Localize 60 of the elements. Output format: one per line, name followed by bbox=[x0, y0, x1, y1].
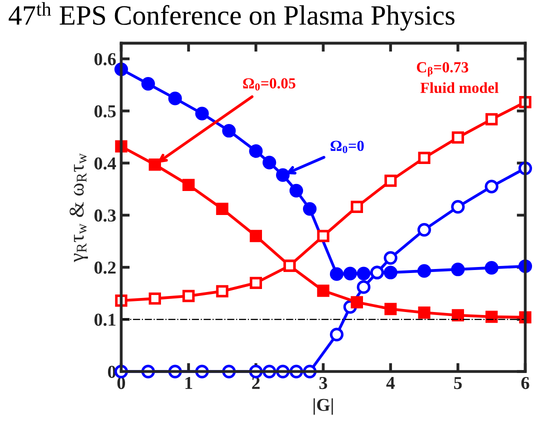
point bbox=[330, 328, 344, 342]
point bbox=[485, 310, 498, 323]
point bbox=[417, 264, 432, 278]
point bbox=[182, 290, 195, 302]
point bbox=[343, 266, 357, 280]
annotation: Fluid model bbox=[420, 82, 498, 94]
point bbox=[216, 202, 228, 216]
x-axis-title: |G| bbox=[314, 398, 333, 415]
point bbox=[350, 296, 364, 308]
x-tick-label: 3 bbox=[319, 376, 328, 390]
point bbox=[384, 251, 398, 265]
point bbox=[249, 144, 263, 158]
point bbox=[250, 230, 262, 242]
point bbox=[417, 222, 432, 237]
annotation: C$_{β}$=0.73 bbox=[416, 62, 468, 77]
y-tick-label: 0.1 bbox=[94, 314, 116, 326]
text: 47$^{th}$ EPS Conference on Plasma Physics bbox=[8, 2, 454, 31]
annotation: Ω$_{0}$=0.05 bbox=[243, 78, 296, 91]
point bbox=[350, 200, 364, 213]
x-tick-label: 5 bbox=[454, 377, 462, 390]
point bbox=[222, 124, 236, 138]
annotation: Ω$_{0}$=0 bbox=[330, 140, 364, 154]
y-tick-label: 0.4 bbox=[94, 157, 116, 170]
point bbox=[452, 309, 464, 322]
x-tick-label: 6 bbox=[521, 376, 530, 390]
point bbox=[452, 131, 464, 144]
point bbox=[384, 302, 397, 316]
point bbox=[451, 200, 465, 214]
point bbox=[418, 306, 430, 319]
point bbox=[317, 230, 330, 242]
point bbox=[216, 285, 228, 298]
point bbox=[418, 152, 430, 164]
point bbox=[168, 92, 182, 106]
point bbox=[384, 174, 397, 187]
y-axis-title: γ$_{R}$τ$_{w}$ & ω$_{R}$τ$_{w}$ bbox=[70, 153, 88, 262]
point bbox=[302, 202, 317, 216]
x-tick-label: 4 bbox=[386, 377, 395, 389]
point bbox=[484, 180, 498, 194]
point bbox=[276, 168, 290, 182]
point bbox=[289, 184, 304, 198]
point bbox=[141, 77, 155, 91]
y-tick-label: 0.6 bbox=[94, 53, 116, 66]
x-tick-label: 1 bbox=[185, 376, 192, 389]
y-tick-label: 0.2 bbox=[94, 262, 116, 274]
point bbox=[330, 267, 344, 281]
point bbox=[356, 266, 370, 280]
point bbox=[356, 280, 370, 294]
point bbox=[250, 276, 262, 290]
point bbox=[182, 178, 195, 192]
point bbox=[384, 266, 398, 280]
point bbox=[451, 262, 465, 276]
point bbox=[148, 158, 161, 171]
point bbox=[484, 261, 498, 275]
point bbox=[317, 284, 330, 297]
point bbox=[485, 113, 498, 126]
point bbox=[262, 156, 276, 170]
y-tick-label: 0.3 bbox=[94, 209, 116, 222]
y-tick-label: 0.5 bbox=[94, 105, 116, 118]
point bbox=[195, 106, 209, 120]
point bbox=[148, 292, 161, 305]
